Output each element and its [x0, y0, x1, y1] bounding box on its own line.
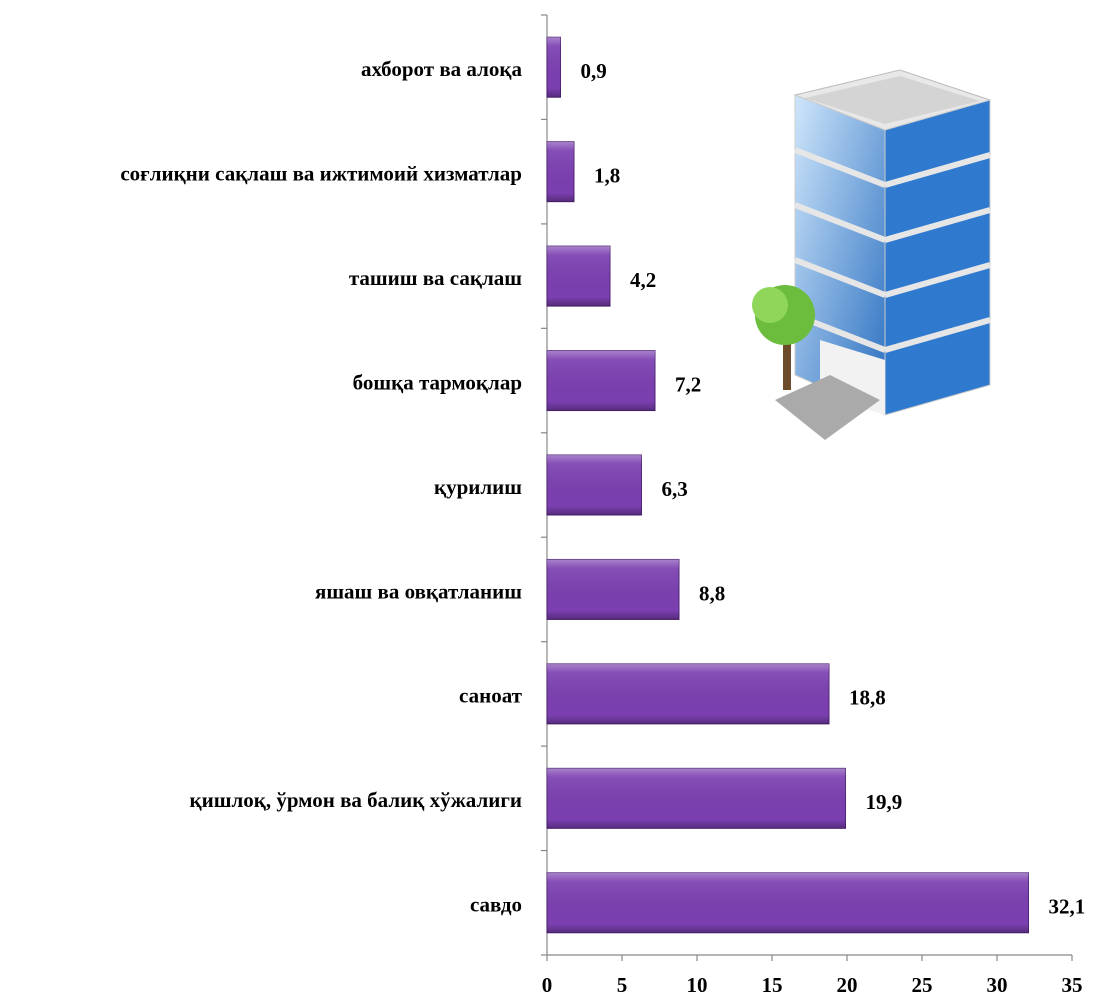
x-tick-label: 15	[762, 973, 783, 997]
value-label: 1,8	[594, 163, 620, 187]
y-tick-label: ташиш ва сақлаш	[349, 266, 522, 290]
y-tick-label: қишлоқ, ўрмон ва балиқ хўжалиги	[190, 788, 522, 812]
bar	[546, 558, 680, 620]
y-tick-label: қурилиш	[434, 475, 522, 499]
bar	[546, 872, 1029, 934]
bar	[546, 350, 656, 412]
bar	[546, 767, 846, 829]
bar	[546, 36, 561, 98]
x-tick-label: 30	[987, 973, 1008, 997]
x-tick-label: 5	[617, 973, 628, 997]
value-label: 4,2	[630, 268, 656, 292]
y-tick-label: ахборот ва алоқа	[361, 57, 523, 81]
value-label: 32,1	[1049, 895, 1086, 919]
x-tick-label: 35	[1062, 973, 1083, 997]
y-tick-label: савдо	[470, 893, 522, 917]
value-label: 8,8	[699, 581, 725, 605]
x-tick-label: 25	[912, 973, 933, 997]
value-label: 18,8	[849, 686, 886, 710]
x-tick-label: 20	[837, 973, 858, 997]
bar	[546, 141, 575, 203]
y-tick-label: яшаш ва овқатланиш	[315, 579, 522, 603]
bar	[546, 663, 830, 725]
bar	[546, 454, 642, 516]
x-tick-label: 0	[542, 973, 553, 997]
building-icon	[752, 69, 992, 440]
x-tick-label: 10	[687, 973, 708, 997]
value-label: 6,3	[662, 477, 688, 501]
bar	[546, 245, 611, 307]
value-label: 7,2	[675, 372, 701, 396]
value-label: 0,9	[581, 59, 607, 83]
y-tick-label: бошқа тармоқлар	[353, 370, 522, 394]
value-label: 19,9	[866, 790, 903, 814]
y-tick-label: саноат	[459, 684, 523, 708]
y-tick-label: соғлиқни сақлаш ва ижтимоий хизматлар	[120, 161, 522, 185]
